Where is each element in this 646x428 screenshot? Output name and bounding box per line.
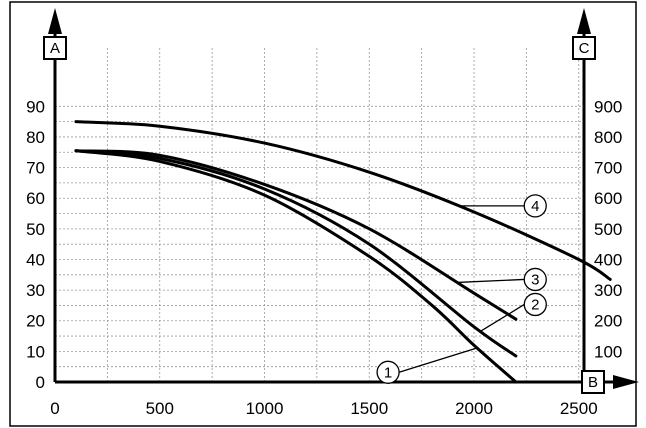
chart-frame — [9, 1, 637, 427]
callout-number: 1 — [384, 364, 392, 381]
x-tick-label: 500 — [146, 399, 174, 418]
y-left-tick-label: 30 — [26, 281, 45, 300]
y-left-arrow — [48, 8, 62, 34]
callout-circle — [376, 360, 400, 384]
y-left-axis-label-box — [43, 36, 67, 60]
y-left-tick-label: 40 — [26, 250, 45, 269]
callouts: 1 2 3 4 — [376, 194, 547, 384]
axis-letters: A C B — [43, 36, 605, 394]
y-left-tick-label: 70 — [26, 159, 45, 178]
callout-circle — [523, 194, 547, 218]
y-right-tick-label: 700 — [594, 159, 622, 178]
x-axis-label: B — [581, 370, 605, 394]
x-tick-label: 1000 — [246, 399, 284, 418]
series-line-1 — [74, 149, 518, 384]
callout-leader-line — [398, 347, 477, 373]
y-right-arrow — [577, 8, 591, 34]
x-tick-label: 2500 — [560, 399, 598, 418]
callout-circle — [523, 292, 547, 317]
tick-labels: 0102030405060708090100200300400500600700… — [26, 97, 622, 418]
y-left-axis-label: A — [43, 36, 67, 60]
y-left-tick-label: 90 — [26, 97, 45, 116]
y-left-axis-label-text: A — [50, 40, 60, 57]
y-right-axis-label-text: C — [579, 40, 590, 57]
callout-3: 3 — [457, 267, 547, 292]
x-arrow — [613, 375, 639, 389]
callout-number: 3 — [531, 271, 539, 288]
grid — [55, 48, 584, 382]
series-line-2 — [74, 149, 518, 358]
callout-number: 2 — [531, 296, 539, 313]
callout-leader-line — [479, 303, 525, 333]
y-right-tick-label: 800 — [594, 128, 622, 147]
y-left-tick-label: 50 — [26, 220, 45, 239]
y-right-tick-label: 400 — [594, 250, 622, 269]
y-left-tick-label: 0 — [36, 373, 45, 392]
callout-number: 4 — [531, 198, 539, 215]
y-right-tick-label: 900 — [594, 97, 622, 116]
y-right-axis-label: C — [572, 36, 596, 60]
y-left-tick-label: 60 — [26, 189, 45, 208]
series-line-3 — [74, 149, 518, 321]
y-right-tick-label: 600 — [594, 189, 622, 208]
y-right-tick-label: 500 — [594, 220, 622, 239]
x-axis-label-text: B — [588, 374, 598, 391]
x-axis-label-box — [581, 370, 605, 394]
callout-2: 2 — [479, 292, 547, 333]
callout-circle — [523, 267, 547, 292]
x-tick-label: 0 — [50, 399, 59, 418]
callout-4: 4 — [457, 194, 547, 218]
x-tick-label: 1500 — [350, 399, 388, 418]
y-right-tick-label: 300 — [594, 281, 622, 300]
callout-1: 1 — [376, 347, 477, 384]
y-right-tick-label: 100 — [594, 342, 622, 361]
series-line-4 — [74, 120, 612, 281]
callout-leader-line — [457, 278, 525, 284]
axes — [48, 8, 639, 389]
y-left-tick-label: 10 — [26, 342, 45, 361]
y-right-tick-label: 200 — [594, 312, 622, 331]
series-lines — [74, 120, 612, 384]
y-left-tick-label: 80 — [26, 128, 45, 147]
y-left-tick-label: 20 — [26, 312, 45, 331]
y-right-axis-label-box — [572, 36, 596, 60]
x-tick-label: 2000 — [455, 399, 493, 418]
